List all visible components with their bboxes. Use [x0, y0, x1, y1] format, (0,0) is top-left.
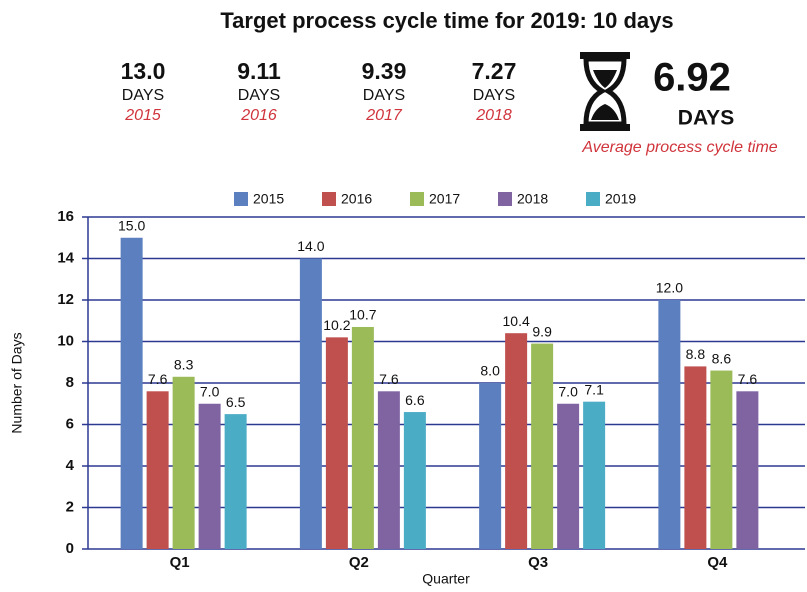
stat-year: 2018 [475, 107, 512, 124]
bar [325, 337, 348, 549]
stat-unit: DAYS [473, 87, 515, 104]
y-tick-label: 14 [57, 249, 74, 266]
title: Target process cycle time for 2019: 10 d… [220, 8, 673, 33]
bar [146, 391, 169, 549]
bar [224, 414, 247, 549]
average-caption: Average process cycle time [581, 139, 777, 156]
x-tick-label: Q2 [349, 554, 369, 571]
bar [658, 300, 681, 549]
value-label: 7.0 [558, 383, 578, 399]
legend-label: 2019 [605, 191, 636, 207]
value-label: 6.5 [226, 394, 246, 410]
bar [377, 391, 400, 549]
legend-swatch [322, 192, 336, 206]
bar [479, 383, 502, 549]
bar [531, 343, 554, 549]
y-tick-label: 0 [66, 540, 74, 557]
value-label: 10.4 [503, 313, 530, 329]
x-axis-title: Quarter [422, 571, 470, 587]
value-label: 10.2 [323, 317, 350, 333]
value-label: 8.0 [480, 363, 500, 379]
value-label: 12.0 [656, 280, 683, 296]
y-tick-label: 16 [57, 208, 74, 225]
bar [736, 391, 759, 549]
hourglass-icon [580, 52, 630, 131]
legend-label: 2015 [253, 191, 284, 207]
y-tick-label: 8 [66, 374, 74, 391]
bar [120, 237, 143, 549]
value-label: 7.1 [584, 381, 604, 397]
legend-swatch [410, 192, 424, 206]
x-tick-label: Q3 [528, 554, 548, 571]
bar [403, 412, 426, 549]
value-label: 7.6 [738, 371, 758, 387]
value-label: 7.6 [379, 371, 399, 387]
legend-label: 2018 [517, 191, 548, 207]
value-label: 8.3 [174, 356, 194, 372]
stat-value: 9.39 [362, 58, 407, 84]
y-tick-label: 6 [66, 415, 74, 432]
stat-value: 7.27 [472, 58, 517, 84]
bar [351, 326, 374, 549]
stat-value: 13.0 [121, 58, 166, 84]
stat-year: 2016 [240, 107, 277, 124]
x-tick-label: Q4 [707, 554, 728, 571]
bar [299, 258, 322, 549]
value-label: 15.0 [118, 217, 145, 233]
stat-unit: DAYS [122, 87, 164, 104]
y-tick-label: 10 [57, 332, 74, 349]
bar [710, 370, 733, 549]
value-label: 14.0 [297, 238, 324, 254]
y-tick-label: 12 [57, 291, 74, 308]
bar [172, 376, 195, 549]
stat-unit: DAYS [363, 87, 405, 104]
y-axis-title: Number of Days [9, 332, 25, 433]
bar [583, 401, 606, 549]
stat-unit: DAYS [238, 87, 280, 104]
value-label: 10.7 [349, 307, 376, 323]
x-tick-label: Q1 [170, 554, 190, 571]
value-label: 9.9 [532, 323, 552, 339]
stat-year: 2017 [365, 107, 403, 124]
value-label: 8.6 [712, 350, 732, 366]
value-label: 6.6 [405, 392, 425, 408]
stat-value: 9.11 [237, 58, 281, 84]
legend-swatch [498, 192, 512, 206]
y-tick-label: 2 [66, 498, 74, 515]
value-label: 7.6 [148, 371, 168, 387]
value-label: 7.0 [200, 383, 220, 399]
legend-label: 2017 [429, 191, 460, 207]
y-tick-label: 4 [66, 457, 75, 474]
bar [505, 333, 528, 549]
bar [557, 403, 580, 549]
bar [198, 403, 221, 549]
legend-label: 2016 [341, 191, 372, 207]
average-unit: DAYS [678, 107, 734, 130]
value-label: 8.8 [686, 346, 706, 362]
bar [684, 366, 707, 549]
stat-year: 2015 [124, 107, 161, 124]
legend-swatch [586, 192, 600, 206]
legend-swatch [234, 192, 248, 206]
average-value: 6.92 [653, 56, 731, 100]
